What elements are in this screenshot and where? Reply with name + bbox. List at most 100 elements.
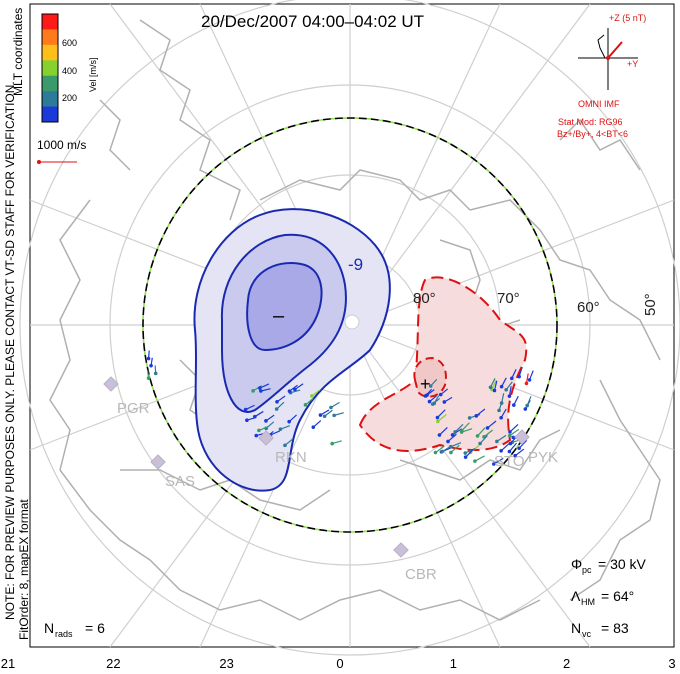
radar-marker-pgr — [103, 376, 119, 392]
velocity-vector-origin — [329, 405, 333, 410]
velocity-vector-origin — [446, 439, 450, 444]
velocity-vector — [518, 439, 528, 449]
velocity-vector-origin — [322, 414, 327, 419]
imf-clock-dial — [578, 28, 638, 90]
nvc-value: = 83 — [601, 620, 629, 636]
velocity-vector-origin — [453, 430, 457, 434]
velocity-vector-origin — [499, 415, 503, 420]
nrads-subscript: rads — [55, 629, 73, 639]
velocity-vector-origin — [330, 441, 334, 446]
velocity-colorbar — [41, 13, 59, 123]
imf-source-label: OMNI IMF — [578, 99, 620, 109]
velocity-vector-origin — [153, 371, 158, 376]
velocity-vector — [479, 434, 488, 444]
velocity-vector-origin — [495, 439, 499, 444]
velocity-vector-origin — [508, 441, 513, 446]
radar-sites — [103, 376, 530, 558]
velocity-vector-origin — [517, 374, 521, 379]
latitude-label-60: 60° — [577, 299, 600, 316]
velocity-vector-origin — [278, 427, 283, 431]
velocity-vector-origin — [513, 453, 517, 458]
velocity-vector-origin — [523, 407, 528, 411]
velocity-vector-origin — [287, 389, 292, 393]
velocity-vector — [437, 409, 446, 418]
velocity-vector — [500, 442, 510, 452]
radar-label-pyk: PYK — [528, 449, 558, 466]
velocity-vector-origin — [283, 443, 287, 448]
vector-count: N vc = 83 — [571, 620, 629, 639]
velocity-vector-origin — [258, 386, 262, 390]
velocity-vector-origin — [274, 407, 279, 411]
velocity-vector-origin — [507, 433, 512, 438]
colorbar-tick-600: 600 — [62, 38, 77, 48]
velocity-vector-origin — [492, 388, 497, 393]
velocity-vector — [465, 448, 474, 458]
velocity-vector — [454, 423, 464, 433]
velocity-vector — [487, 420, 497, 429]
velocity-vector — [475, 408, 486, 417]
preview-note: NOTE: FOR PREVIEW PURPOSES ONLY. PLEASE … — [3, 81, 17, 620]
velocity-vectors — [146, 350, 534, 466]
mlt-tick-label: 0 — [336, 656, 343, 671]
velocity-vector — [461, 428, 473, 433]
velocity-vector-origin — [146, 356, 151, 361]
stat-model-params: Bz+/By+, 4<BT<6 — [557, 129, 628, 139]
velocity-vector-origin — [497, 408, 501, 413]
radar-label-sas: SAS — [165, 473, 195, 490]
velocity-vector — [508, 442, 517, 452]
lambda-value: = 64° — [601, 588, 634, 604]
velocity-vector-origin — [440, 449, 444, 454]
velocity-vector-origin — [525, 403, 529, 408]
nvc-subscript: vc — [582, 629, 592, 639]
radar-marker-cbr — [393, 542, 409, 558]
velocity-vector — [437, 414, 447, 422]
colorbar-segment — [42, 60, 58, 77]
imf-y-label: +Y — [627, 59, 638, 69]
velocity-vector-origin — [436, 419, 440, 424]
colorbar-segment — [42, 44, 58, 61]
radar-marker-rkn — [258, 430, 274, 446]
stat-model-label: Stat Mod: RG96 — [558, 117, 623, 127]
velocity-vector-origin — [511, 435, 516, 440]
mlt-coordinates-note: MLT coordinates — [11, 8, 25, 96]
mlt-tick-label: 1 — [450, 656, 457, 671]
colorbar-tick-400: 400 — [62, 66, 77, 76]
velocity-vector-origin — [430, 402, 435, 406]
velocity-vector — [514, 448, 525, 457]
mlt-axis: 21 22 23 0 1 2 3 — [1, 656, 676, 671]
velocity-vector — [447, 433, 457, 442]
negative-potential-cell: -9 – — [193, 208, 391, 492]
velocity-vector-origin — [488, 385, 493, 390]
velocity-vector — [452, 428, 463, 436]
velocity-vector-origin — [251, 389, 255, 393]
velocity-vector — [441, 445, 452, 453]
velocity-vector-origin — [512, 403, 516, 407]
colorbar-segment — [42, 75, 58, 92]
imf-vector — [607, 41, 623, 59]
mlt-tick-label: 21 — [1, 656, 15, 671]
colorbar-tick-200: 200 — [62, 93, 77, 103]
mlt-tick-label: 23 — [219, 656, 233, 671]
latitude-label-80: 80° — [413, 290, 436, 307]
heppner-maynard-boundary — [142, 117, 558, 533]
velocity-vector-origin — [499, 449, 503, 453]
velocity-vector-origin — [149, 363, 153, 368]
velocity-vector-origin — [435, 415, 440, 420]
velocity-vector-origin — [474, 414, 479, 418]
colorbar-segment — [42, 106, 58, 123]
latitude-label-50: 50° — [642, 293, 659, 316]
velocity-vector-origin — [146, 376, 151, 380]
velocity-vector-origin — [509, 376, 514, 381]
velocity-vector-origin — [264, 419, 268, 423]
velocity-vector-origin — [475, 434, 480, 438]
velocity-vector-origin — [311, 425, 316, 429]
velocity-vector-origin — [243, 407, 248, 412]
velocity-vector-origin — [467, 416, 472, 420]
velocity-vector-origin — [253, 414, 257, 419]
velocity-vector-origin — [332, 413, 336, 418]
velocity-vector — [464, 447, 476, 454]
velocity-vector-origin — [437, 433, 442, 437]
velocity-vector-origin — [287, 419, 291, 424]
radar-label-sto: STO — [494, 453, 525, 470]
